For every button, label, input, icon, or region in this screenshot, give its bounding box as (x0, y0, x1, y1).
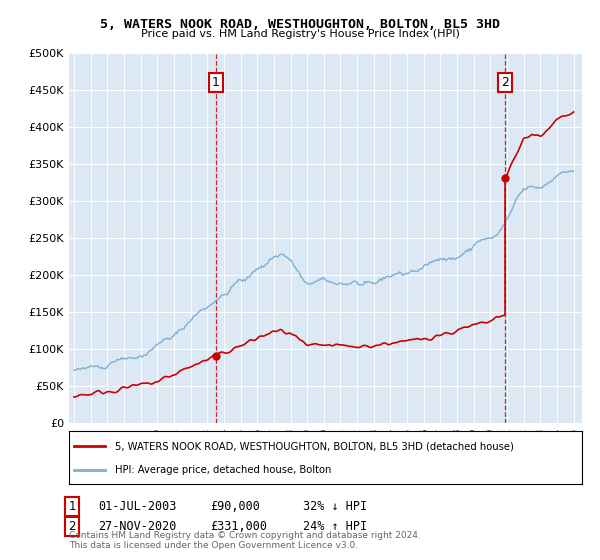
Text: HPI: Average price, detached house, Bolton: HPI: Average price, detached house, Bolt… (115, 464, 332, 474)
Text: 01-JUL-2003: 01-JUL-2003 (98, 500, 176, 514)
Text: Contains HM Land Registry data © Crown copyright and database right 2024.
This d: Contains HM Land Registry data © Crown c… (69, 530, 421, 550)
Text: 27-NOV-2020: 27-NOV-2020 (98, 520, 176, 533)
Text: 24% ↑ HPI: 24% ↑ HPI (303, 520, 367, 533)
Text: 2: 2 (68, 520, 76, 533)
Text: 1: 1 (68, 500, 76, 514)
Text: 32% ↓ HPI: 32% ↓ HPI (303, 500, 367, 514)
Text: Price paid vs. HM Land Registry's House Price Index (HPI): Price paid vs. HM Land Registry's House … (140, 29, 460, 39)
Text: 2: 2 (502, 76, 509, 89)
Text: 1: 1 (212, 76, 220, 89)
Text: £331,000: £331,000 (210, 520, 267, 533)
Text: 5, WATERS NOOK ROAD, WESTHOUGHTON, BOLTON, BL5 3HD: 5, WATERS NOOK ROAD, WESTHOUGHTON, BOLTO… (100, 18, 500, 31)
Text: £90,000: £90,000 (210, 500, 260, 514)
Text: 5, WATERS NOOK ROAD, WESTHOUGHTON, BOLTON, BL5 3HD (detached house): 5, WATERS NOOK ROAD, WESTHOUGHTON, BOLTO… (115, 441, 514, 451)
